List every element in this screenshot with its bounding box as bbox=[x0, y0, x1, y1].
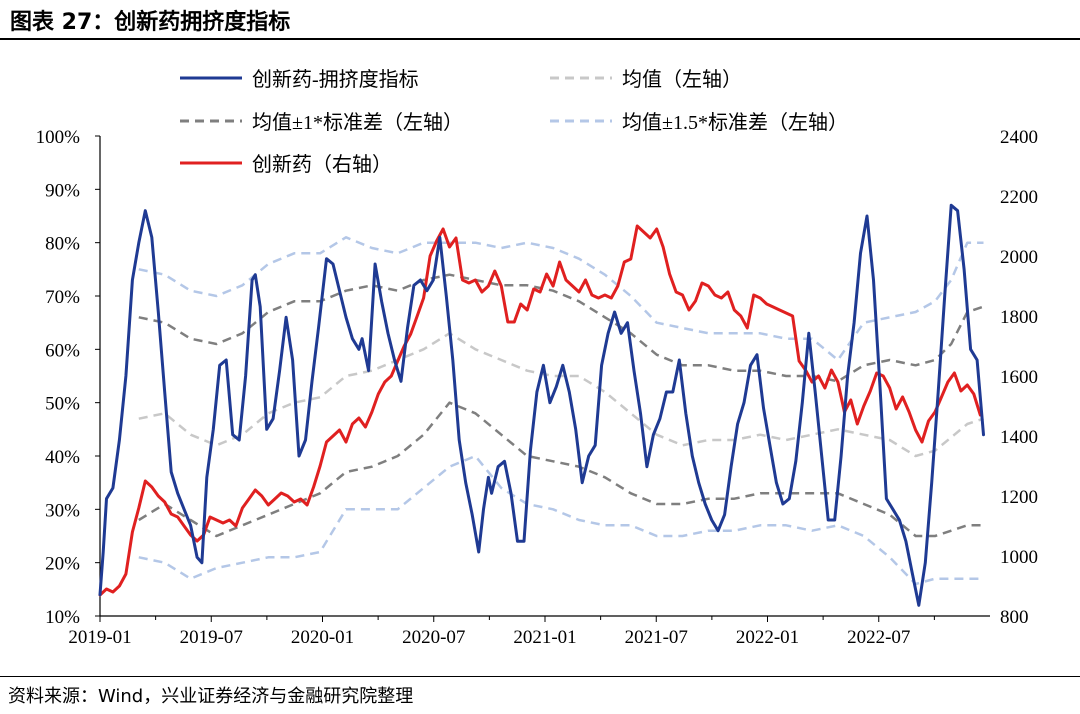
series-std15-upper-line bbox=[138, 236, 984, 362]
left-tick-label: 60% bbox=[45, 340, 80, 361]
x-tick-label: 2022-01 bbox=[736, 627, 799, 648]
right-tick-label: 2000 bbox=[1000, 247, 1038, 268]
series-mean-line bbox=[138, 332, 984, 458]
chart-series bbox=[98, 203, 985, 607]
x-tick-label: 2021-07 bbox=[625, 627, 688, 648]
left-tick-label: 50% bbox=[45, 394, 80, 415]
right-tick-label: 2400 bbox=[1000, 127, 1038, 148]
left-tick-label: 20% bbox=[45, 554, 80, 575]
x-tick-label: 2020-07 bbox=[402, 627, 465, 648]
chart-legend: 创新药-拥挤度指标 均值（左轴） 均值±1*标准差（左轴） 均值±1.5*标准差（左轴… bbox=[180, 68, 848, 176]
source-divider bbox=[0, 676, 1080, 677]
right-tick-label: 1800 bbox=[1000, 307, 1038, 328]
left-tick-label: 90% bbox=[45, 180, 80, 201]
right-tick-label: 1200 bbox=[1000, 487, 1038, 508]
x-tick-label: 2020-01 bbox=[291, 627, 354, 648]
series-price-line bbox=[98, 224, 982, 597]
source-note: 资料来源：Wind，兴业证券经济与金融研究院整理 bbox=[8, 686, 414, 707]
legend-label-price: 创新药（右轴） bbox=[252, 153, 392, 176]
series-std15-lower-line bbox=[138, 454, 984, 586]
legend-label-crowding: 创新药-拥挤度指标 bbox=[252, 68, 419, 91]
x-tick-label: 2022-07 bbox=[847, 627, 910, 648]
left-tick-label: 70% bbox=[45, 287, 80, 308]
chart-axes: 10% 20% 30% 40% 50% 60% 70% 80% 90% 100% 800 1000 12… bbox=[36, 127, 1038, 648]
legend-label-std1: 均值±1*标准差（左轴） bbox=[252, 111, 463, 134]
left-tick-label: 40% bbox=[45, 447, 80, 468]
left-tick-label: 80% bbox=[45, 234, 80, 255]
series-crowding-line bbox=[98, 203, 985, 607]
right-tick-label: 800 bbox=[1000, 607, 1029, 628]
figure-title: 图表 27：创新药拥挤度指标 bbox=[10, 10, 291, 35]
left-tick-label: 30% bbox=[45, 500, 80, 521]
x-tick-label: 2019-01 bbox=[68, 627, 131, 648]
x-tick-label: 2021-01 bbox=[513, 627, 576, 648]
left-tick-label: 10% bbox=[45, 607, 80, 628]
x-tick-label: 2019-07 bbox=[180, 627, 243, 648]
right-tick-label: 1600 bbox=[1000, 367, 1038, 388]
right-tick-label: 1000 bbox=[1000, 547, 1038, 568]
right-tick-label: 1400 bbox=[1000, 427, 1038, 448]
legend-label-mean: 均值（左轴） bbox=[622, 68, 742, 91]
crowding-chart: 10% 20% 30% 40% 50% 60% 70% 80% 90% 100% 800 1000 12… bbox=[36, 68, 1038, 648]
title-divider bbox=[0, 38, 1080, 40]
legend-label-std15: 均值±1.5*标准差（左轴） bbox=[622, 111, 848, 134]
left-tick-label: 100% bbox=[36, 127, 81, 148]
right-tick-label: 2200 bbox=[1000, 187, 1038, 208]
series-std1-upper-line bbox=[138, 273, 984, 383]
